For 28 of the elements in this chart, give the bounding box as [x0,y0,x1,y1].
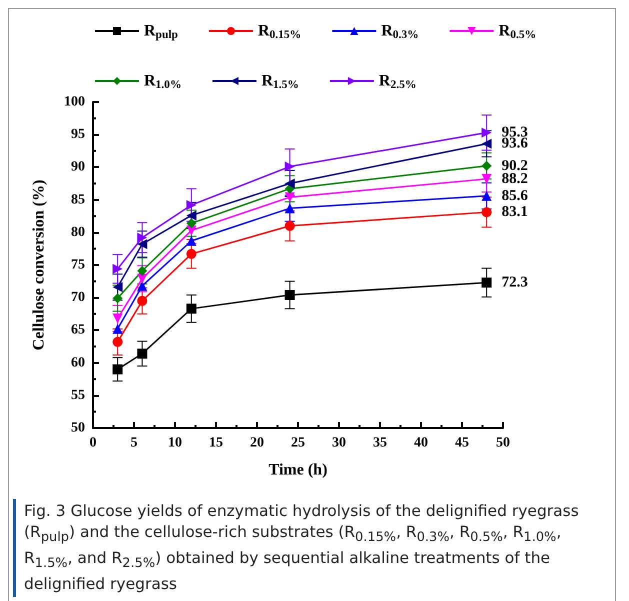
data-label: 83.1 [502,204,528,220]
x-tick-label: 15 [209,436,223,450]
x-axis-title: Time (h) [268,462,328,478]
y-tick-label: 55 [71,388,85,403]
x-tick-label: 10 [168,436,182,450]
y-tick-label: 80 [71,224,85,240]
y-tick-label: 100 [64,94,85,110]
x-tick-label: 35 [373,436,387,450]
y-tick-label: 60 [71,355,85,370]
y-tick-label: 65 [71,322,85,338]
x-tick-label: 45 [455,436,469,450]
y-tick-label: 50 [71,420,85,436]
x-tick-label: 50 [496,436,510,450]
x-tick-label: 25 [291,436,305,450]
y-axis-title: Cellulose conversion (%) [30,180,48,350]
y-tick-label: 90 [71,160,85,175]
data-label: 72.3 [502,274,528,291]
x-tick-label: 0 [90,436,96,450]
y-tick-label: 75 [71,258,85,272]
x-tick-label: 40 [414,436,428,450]
y-tick-label: 85 [71,192,85,208]
y-tick-label: 70 [71,290,85,306]
x-tick-label: 20 [250,436,264,450]
text: Fig. 3 Glucose yields of enzymatic hydrolysis of the delignified ryegrass (R$_{pulp}$) and the cellulose-rich substrates (R$_{0.15%}$, R$_{0.3%}$, R$_{0.5%}$, R$_{1.0%}$, R$_{1.5%}$, and R$_{2.5%}$) obtained by sequential alkaline treatments of the delignified ryegrass [24,502,579,594]
data-label: 85.6 [502,188,528,204]
x-tick-label: 5 [130,436,138,450]
y-tick-label: 95 [71,127,85,142]
x-tick-label: 30 [332,436,346,450]
